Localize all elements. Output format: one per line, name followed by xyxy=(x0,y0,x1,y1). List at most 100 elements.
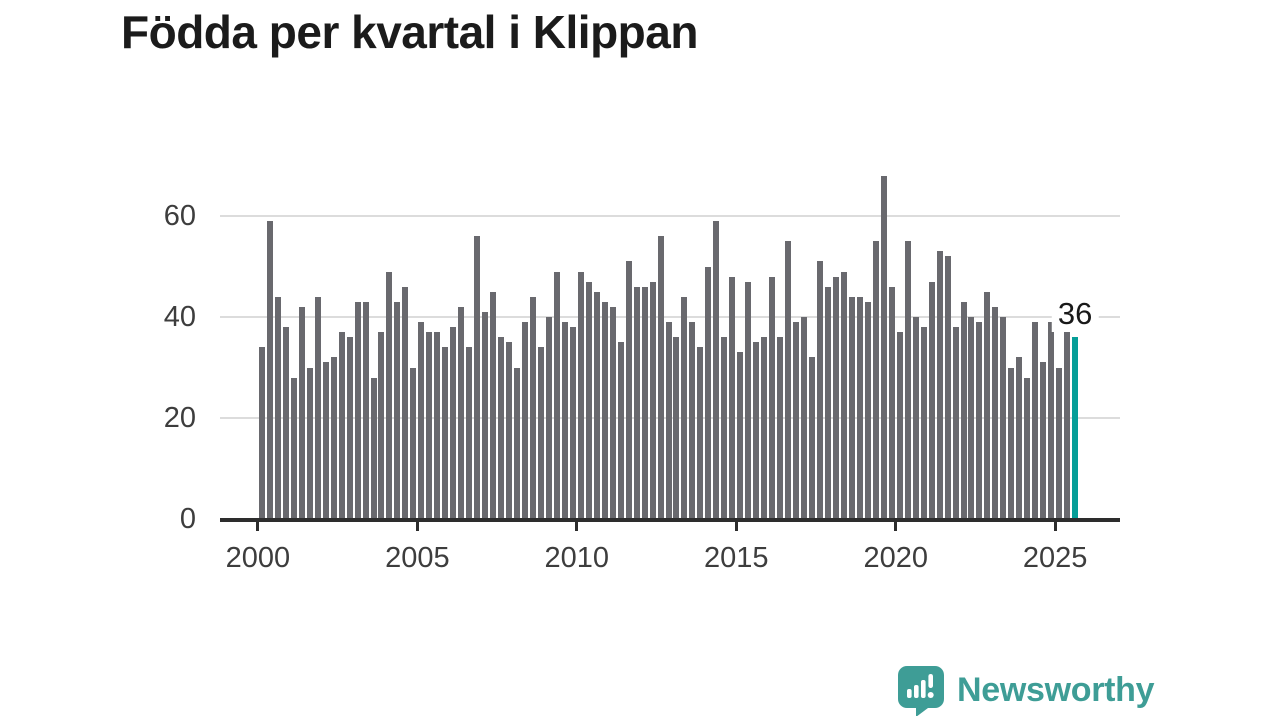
bar xyxy=(617,342,624,519)
x-axis-tick xyxy=(894,519,898,531)
bar xyxy=(633,286,640,519)
bar xyxy=(872,241,879,519)
bar xyxy=(569,327,576,519)
bar xyxy=(984,291,991,519)
bar xyxy=(769,276,776,519)
bar xyxy=(402,286,409,519)
bar xyxy=(920,327,927,519)
bar xyxy=(450,327,457,519)
bar xyxy=(705,266,712,519)
bar xyxy=(896,332,903,519)
x-tick-label: 2015 xyxy=(704,542,769,574)
bar xyxy=(322,362,329,519)
bar xyxy=(1016,357,1023,519)
bar xyxy=(553,271,560,519)
newsworthy-logo: Newsworthy xyxy=(896,664,1155,716)
bar xyxy=(801,317,808,519)
bar xyxy=(888,286,895,519)
bar xyxy=(474,236,481,519)
bar xyxy=(482,311,489,519)
chart-title: Födda per kvartal i Klippan xyxy=(121,6,698,58)
bar xyxy=(944,256,951,519)
bar xyxy=(793,322,800,519)
bar xyxy=(952,327,959,519)
bar xyxy=(657,236,664,519)
bar xyxy=(1064,327,1071,519)
bar xyxy=(1056,367,1063,519)
bar xyxy=(498,337,505,519)
x-tick-label: 2025 xyxy=(1022,542,1088,574)
bar xyxy=(434,332,441,519)
bar xyxy=(506,342,513,519)
bar xyxy=(1048,322,1055,519)
bar xyxy=(522,322,528,519)
bar xyxy=(673,337,680,519)
bar xyxy=(282,327,289,519)
bar xyxy=(410,367,417,519)
bar xyxy=(817,261,823,519)
bar xyxy=(960,301,967,519)
bar xyxy=(370,377,377,519)
bar xyxy=(561,322,568,519)
bar xyxy=(824,286,831,519)
bar xyxy=(928,281,935,519)
bar xyxy=(458,306,465,519)
bar xyxy=(346,337,353,519)
x-axis-tick xyxy=(1053,519,1057,531)
bar xyxy=(649,281,656,519)
bar xyxy=(330,357,337,519)
latest-value-annotation: 36 xyxy=(1051,296,1099,333)
bar xyxy=(641,286,648,519)
bar xyxy=(976,322,983,519)
gridline xyxy=(220,316,1120,318)
bar xyxy=(1024,377,1031,519)
bar xyxy=(1032,322,1039,519)
bar xyxy=(266,221,273,519)
bar xyxy=(298,306,305,519)
bar xyxy=(912,317,919,519)
y-tick-label: 60 xyxy=(163,200,196,232)
x-tick-label: 2010 xyxy=(544,542,610,574)
bar xyxy=(537,347,544,519)
bar xyxy=(490,291,497,519)
bar xyxy=(314,296,321,519)
bar xyxy=(545,317,552,519)
bar xyxy=(394,301,401,519)
bar xyxy=(848,296,855,519)
newsworthy-logo-text: Newsworthy xyxy=(957,671,1155,709)
bar xyxy=(529,296,536,519)
bar xyxy=(466,347,473,519)
bar xyxy=(809,357,816,519)
bar xyxy=(338,332,345,519)
bar xyxy=(729,276,736,519)
bar xyxy=(426,332,433,519)
bar xyxy=(737,352,744,519)
bar xyxy=(681,296,688,519)
x-axis-line xyxy=(220,517,1120,522)
bar xyxy=(832,276,839,519)
bar xyxy=(274,296,281,519)
bar xyxy=(856,296,863,519)
bar xyxy=(761,337,768,519)
x-axis-tick xyxy=(734,519,738,531)
bar xyxy=(362,301,369,519)
bar xyxy=(745,281,752,519)
bar xyxy=(609,306,616,519)
bar xyxy=(665,322,672,519)
bar xyxy=(442,347,449,519)
bar xyxy=(378,332,385,519)
bar xyxy=(777,337,784,519)
bar xyxy=(306,367,313,519)
y-tick-label: 40 xyxy=(163,301,196,333)
bar xyxy=(840,271,847,519)
newsworthy-logo-icon xyxy=(896,664,946,716)
bar xyxy=(418,322,425,519)
bar xyxy=(1008,367,1015,519)
bar xyxy=(992,306,999,519)
bar xyxy=(601,301,608,519)
y-tick-label: 0 xyxy=(179,503,196,535)
bar xyxy=(625,261,632,519)
x-axis-tick xyxy=(256,519,260,531)
bar xyxy=(880,175,887,519)
gridline xyxy=(220,215,1120,217)
